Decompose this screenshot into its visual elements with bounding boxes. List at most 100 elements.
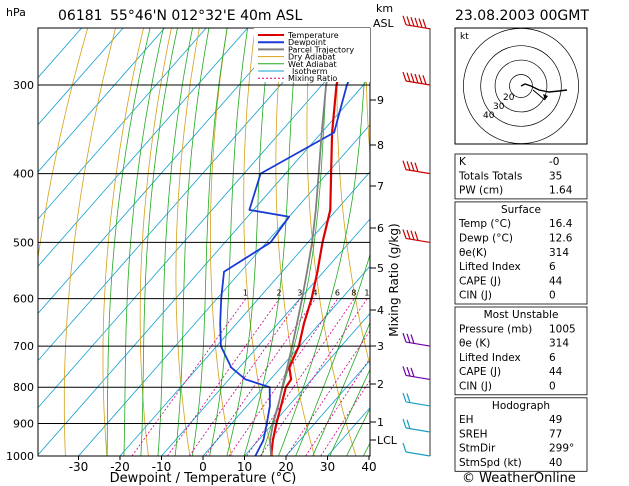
mixing-ratio-line	[228, 298, 339, 456]
index-section-title: Surface	[501, 204, 541, 216]
mixing-ratio-label: 20	[407, 289, 417, 298]
pressure-tick-label: 300	[13, 79, 34, 92]
mixing-ratio-line	[189, 298, 301, 456]
dry-adiabat-line	[365, 28, 370, 160]
legend-label: Mixing Ratio	[288, 74, 337, 83]
x-tick-label: 10	[237, 460, 252, 474]
index-value: 0	[549, 290, 556, 302]
wet-adiabat-line	[174, 28, 210, 456]
index-label: θe (K)	[459, 338, 490, 350]
isotherm-line	[38, 28, 207, 220]
wet-adiabat-line	[123, 28, 164, 456]
index-value: 35	[549, 170, 562, 182]
altitude-axis: 9 8 7 6 5 4 3 2 1 LCL	[370, 94, 398, 447]
wind-barb-flag	[402, 229, 407, 239]
wet-adiabat-line	[346, 407, 370, 456]
legend-label: Isotherm	[292, 67, 328, 76]
mixing-ratio-axis-label: Mixing Ratio (g/kg)	[387, 223, 401, 336]
index-value: 44	[549, 275, 563, 287]
p-unit-label: hPa	[6, 6, 26, 19]
temperature-profile	[270, 28, 352, 456]
wind-barb-flag	[410, 16, 415, 27]
altitude-tick-label: 1	[377, 416, 384, 429]
wet-adiabat-line	[295, 253, 370, 456]
hodograph-ring	[463, 28, 579, 144]
mixing-ratio-line	[305, 357, 370, 456]
index-value: 6	[549, 261, 556, 273]
wind-barb-flag	[410, 367, 415, 377]
index-block-frame	[454, 306, 588, 396]
x-tick-label: 20	[278, 460, 293, 474]
altitude-tick-label: 4	[377, 304, 384, 317]
index-value: 12.6	[549, 233, 573, 245]
isotherm-line	[160, 218, 370, 456]
wet-adiabat-line	[191, 28, 228, 456]
legend-label: Parcel Trajectory	[288, 45, 354, 54]
index-value: 1.64	[549, 185, 573, 197]
index-label: CAPE (J)	[459, 275, 501, 287]
altitude-tick-label: 2	[377, 378, 384, 391]
wind-barb-flag	[406, 229, 411, 240]
altitude-tick-label: 6	[377, 222, 384, 235]
index-label: K	[459, 156, 467, 168]
index-block-frame	[454, 201, 588, 305]
index-value: 44	[549, 366, 563, 378]
wet-adiabat-line	[106, 28, 151, 456]
wind-barb-flag	[402, 366, 407, 376]
wind-barb-flag	[414, 231, 419, 241]
hodograph-trace	[520, 83, 568, 93]
datetime-title: 23.08.2003 00GMT	[455, 8, 589, 24]
mixing-ratio-line	[131, 298, 247, 456]
altitude-tick-label: 8	[377, 139, 384, 152]
wind-barb-flag	[410, 230, 415, 240]
wind-barb-flag	[410, 161, 415, 172]
wet-adiabat-line	[329, 368, 370, 456]
index-label: CIN (J)	[459, 290, 492, 302]
index-label: Totals Totals	[458, 170, 522, 182]
brand-footer: © WeatherOnline	[462, 471, 576, 486]
wind-barb-flag	[410, 73, 415, 83]
pressure-tick-label: 700	[13, 340, 34, 353]
index-label: Temp (°C)	[458, 218, 511, 230]
wet-adiabat-line	[278, 28, 369, 456]
isotherm-line	[38, 29, 370, 409]
isotherm-line	[77, 124, 370, 456]
wind-barb-flag	[414, 17, 419, 28]
wind-barb-flag	[402, 392, 407, 403]
wind-barb-flag	[402, 442, 407, 453]
location-title: 55°46'N 012°32'E 40m ASL	[110, 8, 302, 24]
wind-barb-flag	[410, 334, 415, 344]
wind-barb-flag	[418, 18, 423, 28]
wet-adiabat-line	[209, 28, 249, 456]
mixing-ratio-label: 8	[351, 289, 356, 298]
index-value: 49	[549, 414, 562, 426]
index-value: 1005	[549, 323, 576, 335]
wind-barb-flag	[406, 72, 411, 82]
altitude-tick-label: 5	[377, 262, 384, 275]
isotherm-line	[38, 28, 124, 126]
wet-adiabat-line	[140, 28, 178, 456]
dry-adiabat-line	[275, 28, 315, 456]
index-block-frame	[454, 397, 588, 472]
index-label: Pressure (mb)	[459, 323, 532, 335]
wet-adiabat-line	[226, 28, 272, 456]
x-tick-label: 0	[199, 460, 207, 474]
skew-t-plot: 1 2 3 4 6 8 10 15 20 25-30 -20 -10 0 10 20 30 40	[37, 27, 417, 474]
station-title: 06181	[58, 8, 103, 24]
x-tick-label: -10	[152, 460, 172, 474]
storm-motion-vector	[532, 89, 546, 101]
index-value: 6	[549, 352, 556, 364]
wet-adiabat-line	[157, 28, 193, 456]
dry-adiabat-line	[306, 28, 357, 456]
pressure-tick-label: 400	[13, 168, 34, 181]
dewpoint-profile	[219, 29, 370, 456]
index-label: StmDir	[459, 443, 496, 455]
isotherm-line	[38, 28, 332, 362]
wind-barb-flag	[406, 393, 411, 403]
dry-adiabat-line	[63, 28, 117, 456]
wind-barb-flag	[406, 333, 411, 343]
mixing-ratio-label: 1	[243, 289, 248, 298]
x-tick-label: -30	[69, 460, 89, 474]
isotherm-line	[38, 76, 370, 456]
wind-barb-flag	[402, 15, 407, 26]
